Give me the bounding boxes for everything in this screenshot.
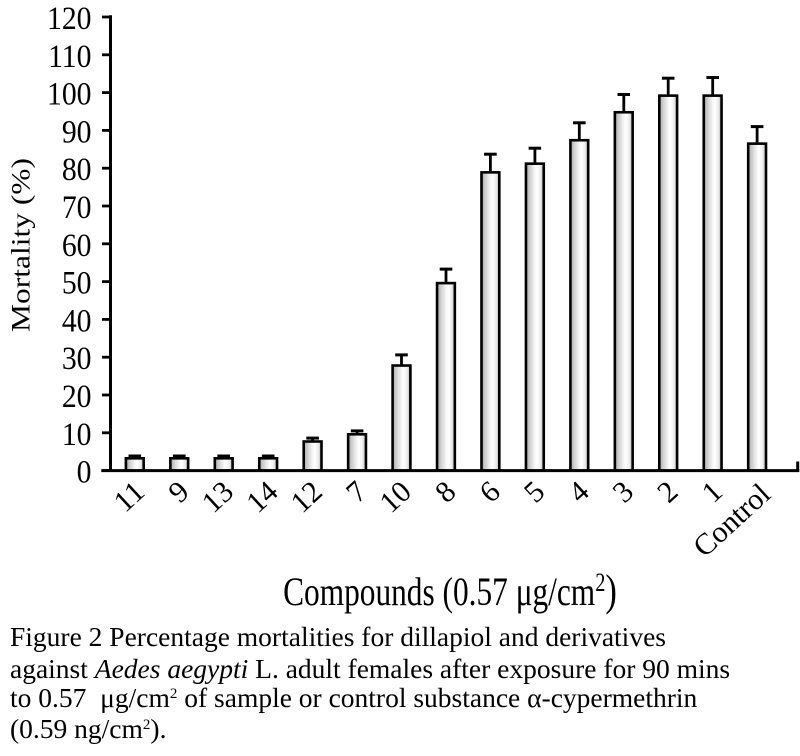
svg-text:13: 13: [196, 475, 240, 520]
svg-text:14: 14: [240, 475, 284, 520]
svg-text:11: 11: [107, 475, 151, 519]
svg-text:50: 50: [62, 264, 92, 301]
svg-text:10: 10: [62, 415, 92, 452]
svg-text:80: 80: [62, 151, 92, 188]
svg-text:90: 90: [62, 113, 92, 150]
svg-text:Mortality (%): Mortality (%): [7, 158, 36, 332]
svg-text:100: 100: [47, 75, 92, 112]
svg-text:12: 12: [284, 475, 328, 520]
svg-text:110: 110: [48, 37, 91, 74]
svg-text:7: 7: [340, 475, 373, 509]
svg-text:0: 0: [77, 453, 92, 490]
svg-text:40: 40: [62, 302, 92, 339]
svg-text:3: 3: [607, 475, 640, 509]
svg-text:9: 9: [162, 475, 195, 509]
svg-text:4: 4: [562, 475, 595, 509]
svg-text:Compounds (0.57 μg/cm2): Compounds (0.57 μg/cm2): [283, 566, 617, 615]
svg-text:70: 70: [62, 189, 92, 226]
svg-text:2: 2: [651, 475, 684, 509]
svg-text:8: 8: [429, 475, 462, 509]
svg-text:20: 20: [62, 378, 92, 415]
svg-text:10: 10: [373, 475, 417, 520]
svg-text:30: 30: [62, 340, 92, 377]
svg-text:5: 5: [518, 475, 551, 509]
svg-text:60: 60: [62, 226, 92, 263]
svg-text:120: 120: [47, 0, 92, 36]
svg-text:6: 6: [473, 475, 506, 509]
